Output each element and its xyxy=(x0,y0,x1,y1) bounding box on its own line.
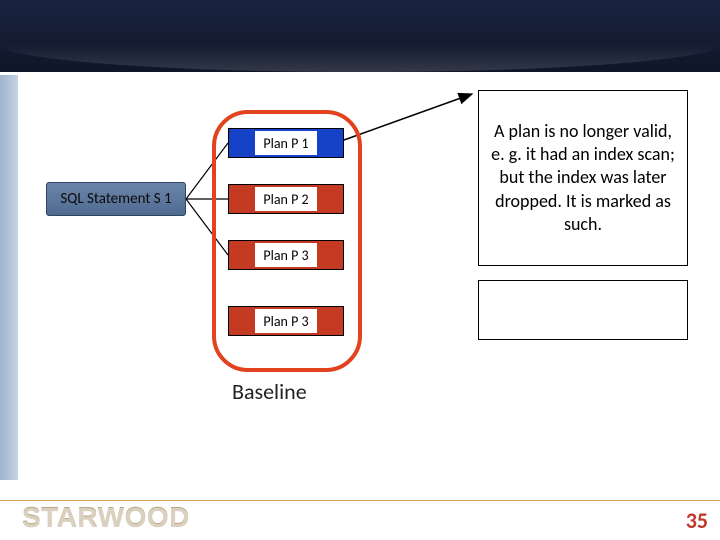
callout-text-box: A plan is no longer valid, e. g. it had … xyxy=(478,90,688,266)
page-number: 35 xyxy=(686,507,708,534)
logo-text: STARWOOD xyxy=(22,502,190,534)
sql-statement-label: SQL Statement S 1 xyxy=(60,190,171,208)
plan-label-p2: Plan P 2 xyxy=(255,187,317,211)
side-stripe xyxy=(0,75,18,480)
footer-bar: STARWOOD 35 xyxy=(0,500,720,540)
plan-label-p3a: Plan P 3 xyxy=(255,243,317,267)
plan-box-p2: Plan P 2 xyxy=(228,184,344,214)
plan-box-p3b: Plan P 3 xyxy=(228,306,344,336)
callout-empty-box xyxy=(478,280,688,340)
sql-statement-box: SQL Statement S 1 xyxy=(46,182,186,216)
header-bar xyxy=(0,0,720,72)
baseline-label: Baseline xyxy=(232,378,307,405)
plan-label-p3b: Plan P 3 xyxy=(255,309,317,333)
callout-text: A plan is no longer valid, e. g. it had … xyxy=(489,120,677,237)
plan-box-p3a: Plan P 3 xyxy=(228,240,344,270)
plan-box-p1: Plan P 1 xyxy=(228,128,344,158)
plan-label-p1: Plan P 1 xyxy=(255,131,317,155)
